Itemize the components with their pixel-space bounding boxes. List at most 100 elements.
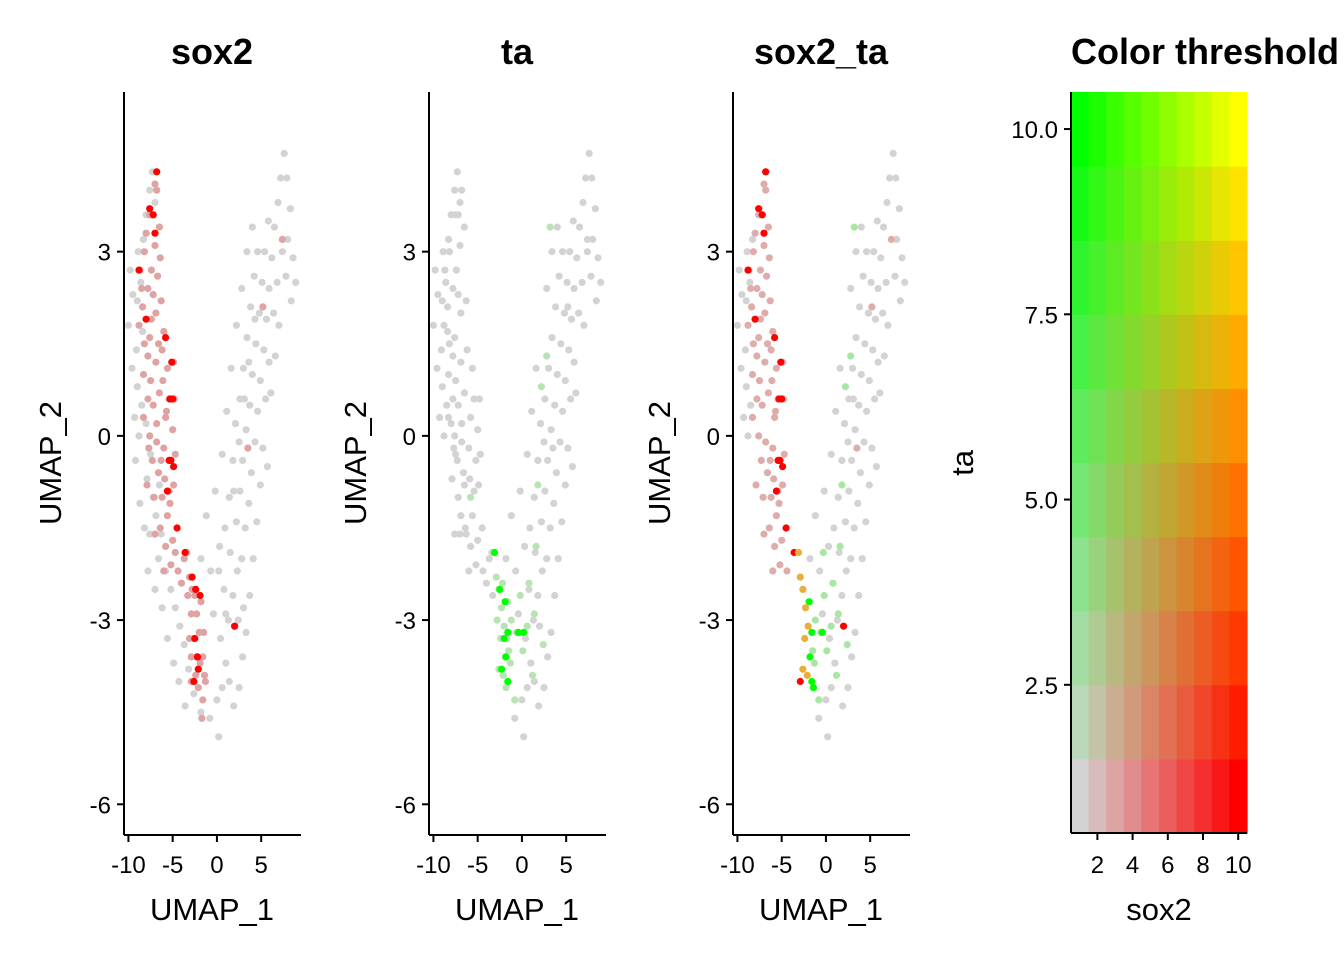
point-unexpressed (470, 395, 478, 403)
point-sox2-high (135, 266, 143, 274)
point-unexpressed (460, 481, 468, 489)
point-unexpressed (264, 217, 272, 225)
point-unexpressed (569, 217, 577, 225)
point-sox2-moderate (868, 303, 876, 311)
point-ta-high (502, 653, 510, 661)
heatmap-cell (1211, 536, 1230, 612)
point-unexpressed (242, 628, 250, 637)
point-sox2-moderate (756, 315, 765, 323)
point-sox2-moderate (244, 444, 252, 452)
point-unexpressed (564, 303, 572, 311)
point-unexpressed (472, 456, 480, 464)
y-tick-label: -6 (699, 792, 720, 819)
point-sox2-high (777, 358, 785, 366)
point-sox2-moderate (160, 444, 168, 452)
point-unexpressed (552, 469, 561, 477)
heatmap-cell (1071, 92, 1090, 167)
heatmap-cell (1123, 314, 1142, 389)
point-unexpressed (454, 211, 462, 219)
point-unexpressed (811, 512, 819, 520)
point-sox2-high (188, 573, 196, 581)
point-coexpressed (799, 585, 807, 594)
point-unexpressed (733, 321, 742, 329)
point-unexpressed (568, 463, 577, 471)
point-sox2-moderate (769, 327, 777, 336)
heatmap-cell (1123, 240, 1142, 315)
point-unexpressed (220, 585, 228, 594)
heatmap-cell (1194, 240, 1213, 315)
points-ta (429, 149, 605, 741)
point-unexpressed (474, 536, 482, 544)
heatmap-cell (1229, 536, 1248, 612)
point-ta-moderate (502, 684, 510, 692)
point-ta-moderate (811, 616, 819, 624)
x-tick-label: 5 (254, 852, 267, 879)
point-unexpressed (444, 370, 453, 379)
point-unexpressed (251, 315, 259, 323)
point-unexpressed (818, 610, 827, 618)
point-unexpressed (543, 284, 551, 293)
point-coexpressed (794, 548, 803, 557)
point-unexpressed (443, 401, 451, 409)
point-unexpressed (462, 530, 470, 538)
point-unexpressed (525, 585, 533, 594)
heatmap-cell (1229, 462, 1248, 538)
points-sox2 (124, 149, 300, 741)
point-unexpressed (230, 487, 238, 495)
point-unexpressed (456, 241, 464, 250)
heatmap-cell (1194, 314, 1213, 389)
point-unexpressed (233, 567, 241, 575)
point-unexpressed (283, 174, 291, 182)
point-unexpressed (530, 677, 538, 686)
point-sox2-moderate (138, 284, 146, 293)
point-sox2-moderate (197, 598, 205, 606)
point-sox2-high (758, 211, 766, 219)
point-unexpressed (835, 548, 843, 557)
point-unexpressed (126, 266, 134, 274)
point-ta-moderate (493, 616, 501, 624)
point-unexpressed (871, 395, 879, 403)
point-unexpressed (544, 364, 553, 372)
heatmap-cell (1194, 462, 1213, 538)
heatmap-cell (1229, 92, 1248, 167)
point-unexpressed (838, 456, 846, 464)
point-unexpressed (854, 499, 862, 507)
heatmap-cell (1106, 610, 1125, 686)
point-sox2-moderate (779, 481, 787, 489)
point-unexpressed (171, 604, 179, 612)
point-sox2-moderate (766, 297, 774, 305)
point-unexpressed (215, 733, 223, 741)
y-tick-label: 3 (98, 240, 111, 267)
point-unexpressed (485, 555, 493, 563)
point-sox2-moderate (162, 407, 171, 415)
point-unexpressed (144, 567, 152, 575)
ticks-heatmap: 2 4 6 8 10 10.0 7.5 5.0 2.5 (1011, 117, 1251, 879)
point-ta-moderate (516, 591, 524, 600)
heatmap-cell (1141, 536, 1160, 612)
point-unexpressed (256, 481, 264, 489)
heatmap-cell (1229, 314, 1248, 389)
heatmap-cell (1141, 314, 1160, 389)
point-sox2-moderate (259, 303, 267, 311)
point-unexpressed (454, 493, 462, 501)
point-unexpressed (256, 377, 264, 385)
point-unexpressed (463, 346, 471, 354)
point-unexpressed (444, 303, 452, 311)
point-unexpressed (461, 524, 469, 532)
x-axis-title: UMAP_1 (150, 892, 274, 927)
point-sox2-moderate (772, 364, 781, 372)
point-unexpressed (523, 450, 531, 458)
point-unexpressed (825, 542, 833, 551)
heatmap-cell (1088, 610, 1107, 686)
point-unexpressed (575, 223, 584, 231)
point-unexpressed (467, 413, 475, 421)
point-sox2-moderate (163, 512, 171, 520)
heatmap-cell (1194, 92, 1213, 167)
point-sox2-moderate (144, 352, 152, 360)
point-ta-moderate (810, 659, 819, 667)
point-unexpressed (245, 499, 253, 507)
point-unexpressed (511, 714, 519, 722)
point-ta-moderate (523, 622, 531, 630)
heatmap-cell (1229, 166, 1248, 241)
point-unexpressed (190, 690, 198, 698)
